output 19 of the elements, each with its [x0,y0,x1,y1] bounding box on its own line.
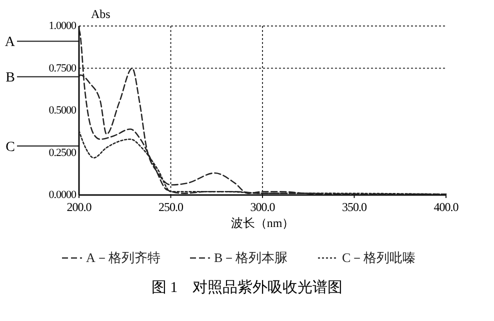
ref-line-label: B [6,70,15,86]
legend-label: A－格列齐特 [86,250,160,265]
x-tick-label: 250.0 [158,200,184,214]
y-tick-label: 0.5000 [48,104,77,116]
text: 图 1 对照品紫外吸收光谱图 [151,279,343,296]
ref-line-label: A [4,35,16,50]
y-tick-label: 0.7500 [48,62,77,74]
y-tick-label: 1.0000 [48,20,77,32]
x-axis-title: 波长（nm） [230,216,294,230]
x-tick-label: 350.0 [342,200,367,214]
y-axis-title: Abs [91,7,111,21]
y-tick-label: 0.0000 [48,189,77,201]
y-tick-label: 0.2500 [48,146,77,159]
ref-line-label: C [6,140,15,155]
x-tick-label: 200.0 [66,200,92,214]
x-tick-label: 400.0 [434,200,459,214]
legend-label: B－格列本脲 [214,250,288,265]
x-tick-label: 300.0 [250,200,276,214]
legend-label: C－格列吡嗪 [342,250,416,265]
